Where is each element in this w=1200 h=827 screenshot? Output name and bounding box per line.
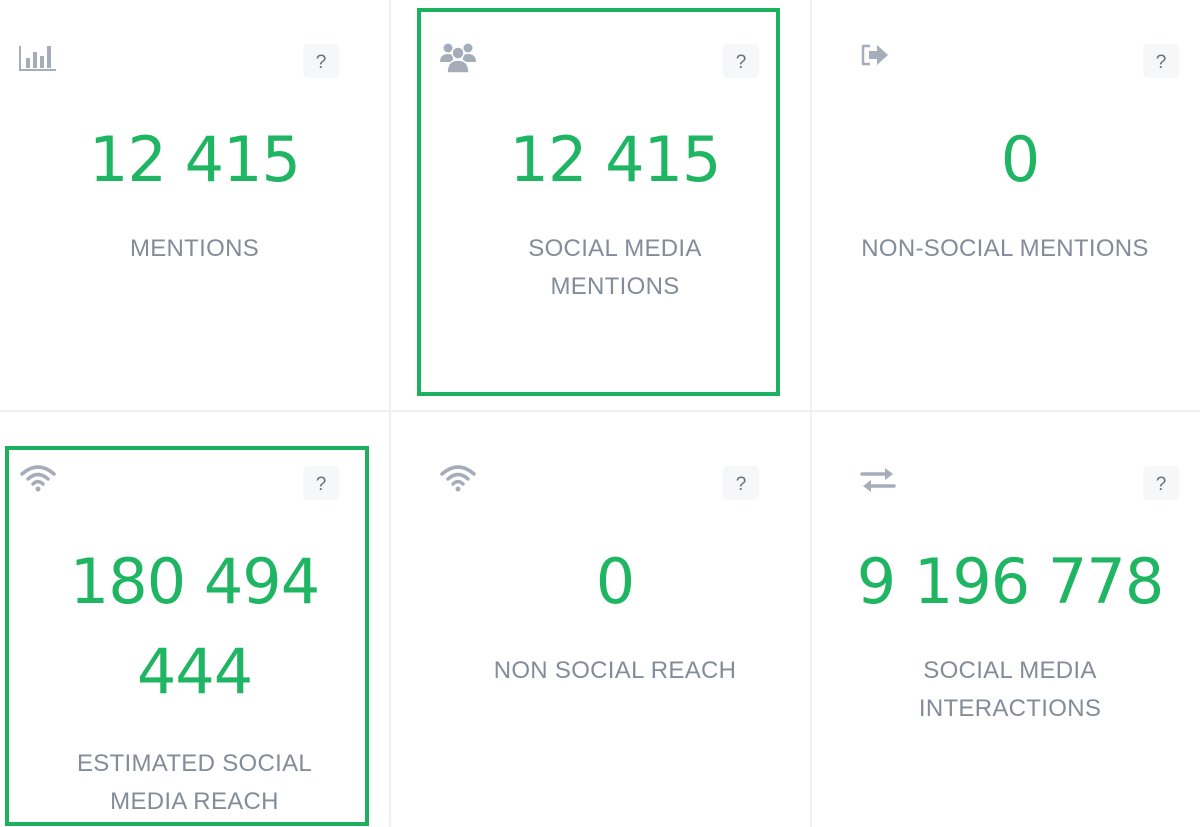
help-button[interactable]: ? xyxy=(303,44,339,78)
metric-value: 0 xyxy=(1000,123,1040,196)
metric-card-social-media-mentions: ? 12 415 SOCIAL MEDIA MENTIONS xyxy=(420,0,810,410)
metric-card-estimated-social-media-reach: ? 180 494 444 ESTIMATED SOCIAL MEDIA REA… xyxy=(0,412,389,827)
metric-label: SOCIAL MEDIA MENTIONS xyxy=(420,230,810,306)
column-divider xyxy=(389,0,391,827)
users-group-icon xyxy=(438,40,478,74)
metric-card-non-social-mentions: ? 0 NON-SOCIAL MENTIONS xyxy=(840,0,1200,410)
metric-value: 12 415 xyxy=(509,123,722,196)
row-divider xyxy=(0,410,1200,412)
wifi-icon xyxy=(438,462,478,496)
metric-label-line: MENTIONS xyxy=(550,273,680,300)
help-button[interactable]: ? xyxy=(303,466,339,500)
metric-card-non-social-reach: ? 0 NON SOCIAL REACH xyxy=(420,412,810,827)
metric-value-line: 444 xyxy=(136,635,253,708)
metric-label: NON-SOCIAL MENTIONS xyxy=(861,235,1149,262)
metric-label: MENTIONS xyxy=(129,235,260,262)
metric-card-social-media-interactions: ? 9 196 778 SOCIAL MEDIA INTERACTIONS xyxy=(840,412,1200,827)
metric-value: 9 196 778 xyxy=(856,545,1165,618)
sign-out-arrow-icon xyxy=(860,40,900,74)
help-button[interactable]: ? xyxy=(723,466,759,500)
metric-label-line: SOCIAL MEDIA xyxy=(923,657,1097,684)
metric-label-line: MEDIA REACH xyxy=(110,788,279,815)
metric-label: ESTIMATED SOCIAL MEDIA REACH xyxy=(0,745,389,821)
metric-card-mentions: ? 12 415 MENTIONS xyxy=(0,0,389,410)
help-button[interactable]: ? xyxy=(1143,466,1179,500)
metric-label: SOCIAL MEDIA INTERACTIONS xyxy=(820,652,1200,728)
metric-label-line: ESTIMATED SOCIAL xyxy=(76,750,313,777)
metric-label: NON SOCIAL REACH xyxy=(493,657,737,684)
bar-chart-icon xyxy=(18,40,58,74)
metric-label-line: INTERACTIONS xyxy=(918,695,1102,722)
help-button[interactable]: ? xyxy=(1143,44,1179,78)
metric-value: 0 xyxy=(595,545,635,618)
metric-value: 180 494 444 xyxy=(0,537,389,717)
help-button[interactable]: ? xyxy=(723,44,759,78)
metric-value: 12 415 xyxy=(89,123,301,196)
wifi-icon xyxy=(18,462,58,496)
metric-value-line: 180 494 xyxy=(69,545,320,618)
column-divider xyxy=(810,0,812,827)
exchange-arrows-icon xyxy=(860,464,900,498)
metric-label-line: SOCIAL MEDIA xyxy=(528,235,702,262)
